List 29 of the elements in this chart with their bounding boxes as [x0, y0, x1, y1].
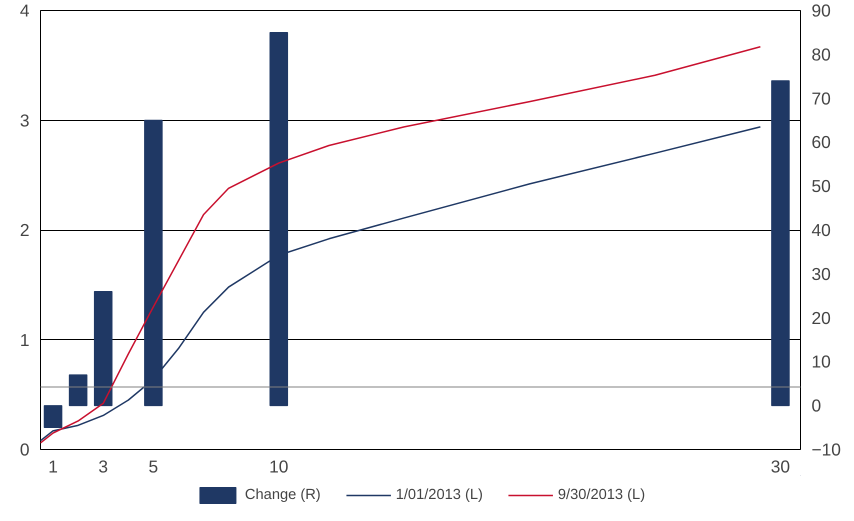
x-tick-label: 5 — [148, 456, 158, 476]
x-tick-label: 30 — [770, 456, 790, 476]
x-tick-label: 1 — [48, 456, 58, 476]
y-tick-label: 3 — [20, 110, 30, 130]
x-tick-label: 10 — [269, 456, 288, 476]
y2-tick-label: 70 — [812, 88, 831, 108]
y-tick-label: 2 — [20, 220, 30, 240]
legend-label: 1/01/2013 (L) — [396, 487, 483, 503]
y-tick-label: 0 — [20, 440, 30, 460]
bar — [771, 80, 790, 406]
y2-tick-label: 90 — [812, 0, 831, 20]
y2-tick-label: 30 — [812, 264, 831, 284]
y-tick-label: 4 — [20, 0, 30, 20]
y2-tick-label: 80 — [812, 44, 831, 64]
legend-label: Change (R) — [244, 487, 321, 503]
bar — [44, 405, 62, 428]
x-tick-label: 3 — [98, 456, 108, 476]
y2-tick-label: 50 — [812, 176, 831, 196]
bar — [94, 290, 112, 406]
legend-label: 9/30/2013 (L) — [558, 487, 646, 503]
y2-tick-label: 0 — [812, 396, 822, 416]
y-tick-label: 1 — [20, 330, 30, 350]
bar — [68, 374, 88, 406]
y2-tick-label: 20 — [812, 308, 831, 328]
y2-tick-label: 60 — [812, 132, 831, 152]
y2-tick-label: −10 — [812, 440, 841, 460]
y2-tick-label: 40 — [812, 220, 831, 240]
y2-tick-label: 10 — [812, 352, 831, 372]
line-series — [40, 46, 762, 444]
